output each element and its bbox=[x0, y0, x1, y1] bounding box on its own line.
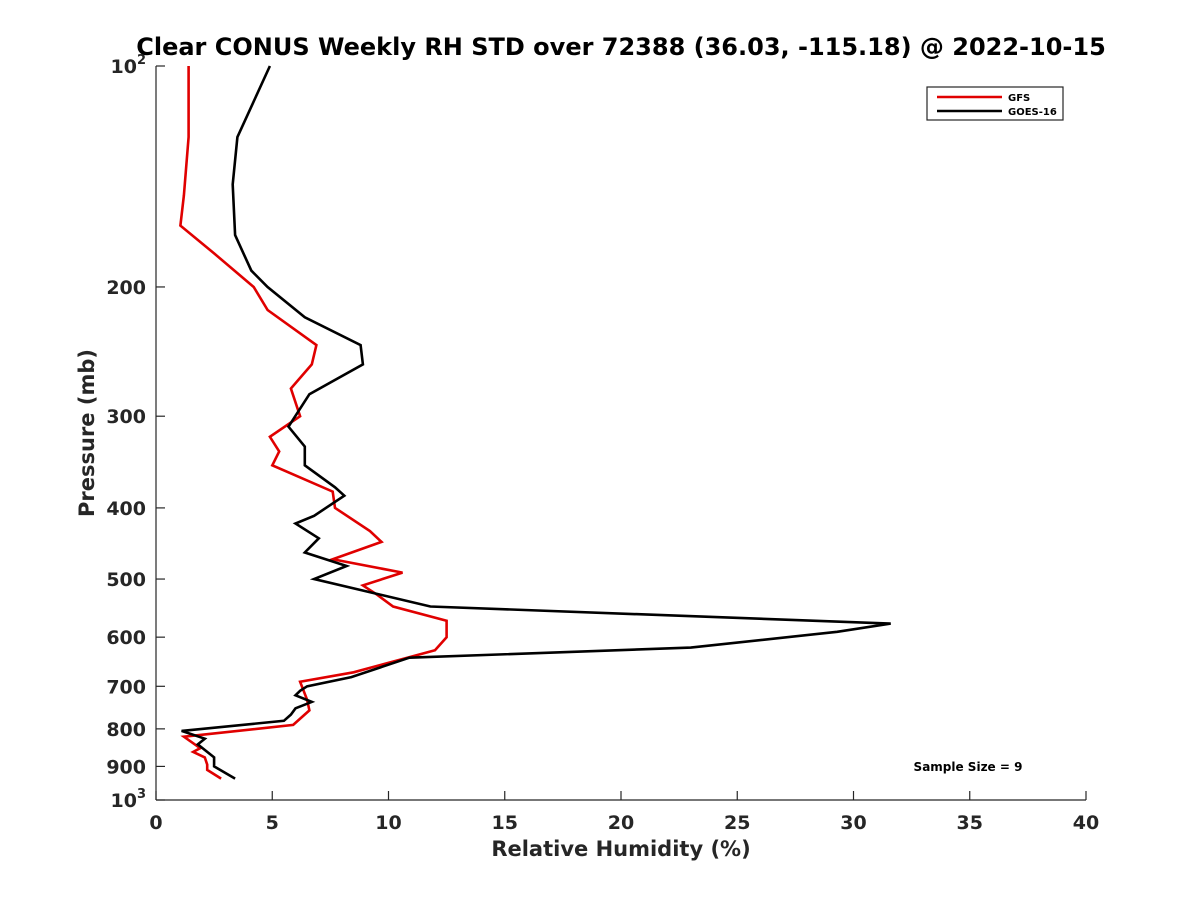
legend-label: GOES-16 bbox=[1008, 107, 1057, 118]
x-tick-label: 5 bbox=[266, 812, 279, 834]
y-axis-ticks: 102 200 300 400 500 600 700 800 900 103 bbox=[106, 53, 165, 812]
y-axis-label: Pressure (mb) bbox=[75, 349, 99, 517]
x-axis-label: Relative Humidity (%) bbox=[491, 837, 750, 861]
plot-area bbox=[155, 66, 1086, 801]
series-line-goes-16 bbox=[181, 65, 891, 780]
y-tick-label: 400 bbox=[106, 498, 146, 520]
legend-box bbox=[926, 86, 1064, 121]
legend: GFS GOES-16 bbox=[926, 86, 1064, 121]
legend-label: GFS bbox=[1008, 93, 1030, 104]
y-tick-label: 800 bbox=[106, 719, 146, 741]
y-tick-label: 900 bbox=[106, 756, 146, 778]
y-tick-label: 300 bbox=[106, 406, 146, 428]
x-axis-ticks: 0 5 10 15 20 25 30 35 40 bbox=[149, 791, 1099, 834]
y-tick-label: 103 bbox=[111, 787, 147, 812]
series-line-gfs bbox=[179, 66, 448, 780]
y-tick-label: 200 bbox=[106, 277, 146, 299]
x-tick-label: 35 bbox=[957, 812, 983, 834]
chart-title: Clear CONUS Weekly RH STD over 72388 (36… bbox=[136, 33, 1106, 61]
y-tick-label: 500 bbox=[106, 569, 146, 591]
x-tick-label: 15 bbox=[492, 812, 518, 834]
x-tick-label: 30 bbox=[840, 812, 866, 834]
x-tick-label: 40 bbox=[1073, 812, 1099, 834]
y-tick-label: 600 bbox=[106, 627, 146, 649]
series-layer bbox=[179, 65, 891, 780]
y-tick-label: 700 bbox=[106, 676, 146, 698]
x-tick-label: 25 bbox=[724, 812, 750, 834]
x-tick-label: 20 bbox=[608, 812, 634, 834]
sample-size-annotation: Sample Size = 9 bbox=[914, 760, 1023, 774]
x-tick-label: 0 bbox=[149, 812, 162, 834]
y-tick-label: 102 bbox=[111, 53, 147, 78]
x-tick-label: 10 bbox=[375, 812, 401, 834]
